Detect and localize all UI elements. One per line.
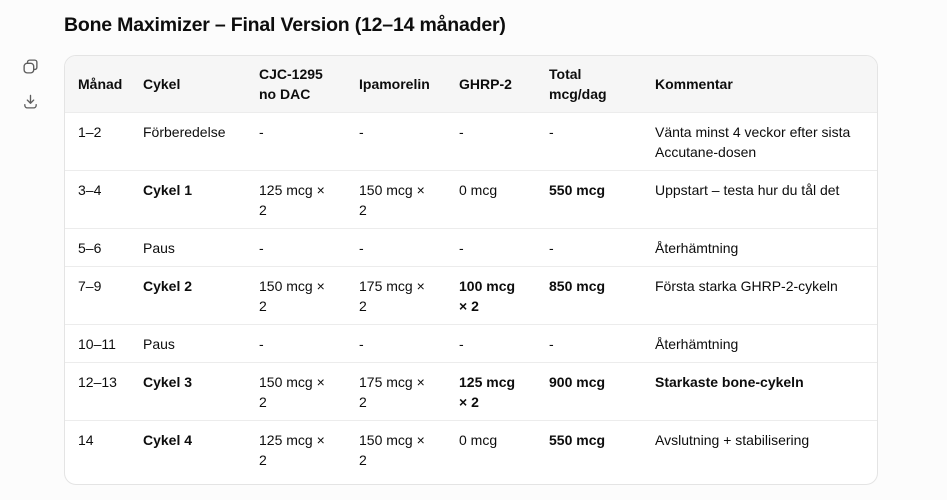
message-toolbar [21,57,39,110]
table-cell: 125 mcg × 2 [246,420,346,484]
column-header-ipamorelin: Ipamorelin [346,56,446,113]
main-content: Bone Maximizer – Final Version (12–14 må… [64,0,878,485]
table-cell: Återhämtning [642,324,877,363]
table-cell: 550 mcg [536,170,642,229]
column-header-cykel: Cykel [130,56,246,113]
table-cell: Förberedelse [130,112,246,171]
column-header-total: Total mcg/dag [536,56,642,113]
table-row: 3–4 Cykel 1 125 mcg × 2 150 mcg × 2 0 mc… [65,170,877,229]
table-cell: Vänta minst 4 veckor efter sista Accutan… [642,112,877,171]
copy-button[interactable] [21,57,39,75]
table-cell: - [446,228,536,267]
table-cell: Återhämtning [642,228,877,267]
download-icon [22,93,39,110]
page-title: Bone Maximizer – Final Version (12–14 må… [64,14,506,36]
header-row: Månad Cykel CJC-1295 no DAC Ipamorelin G… [65,56,877,113]
table-cell: 125 mcg × 2 [446,362,536,421]
table-cell: 3–4 [65,170,130,229]
table-cell: Första starka GHRP-2-cykeln [642,266,877,325]
table-cell: 10–11 [65,324,130,363]
table-cell: 5–6 [65,228,130,267]
column-header-ghrp-2: GHRP-2 [446,56,536,113]
table-row: 1–2 Förberedelse - - - - Vänta minst 4 v… [65,112,877,171]
table-cell: - [536,228,642,267]
table-cell: Cykel 2 [130,266,246,325]
table-cell: Avslutning + stabilisering [642,420,877,484]
table-cell: - [346,112,446,171]
table-cell: Paus [130,324,246,363]
table-cell: Paus [130,228,246,267]
table-row: 5–6 Paus - - - - Återhämtning [65,228,877,267]
table-cell: 7–9 [65,266,130,325]
table-cell: 150 mcg × 2 [346,420,446,484]
table-cell: 1–2 [65,112,130,171]
table-cell: 150 mcg × 2 [346,170,446,229]
table-row: 12–13 Cykel 3 150 mcg × 2 175 mcg × 2 12… [65,362,877,421]
table-cell: 175 mcg × 2 [346,362,446,421]
dosing-table: Månad Cykel CJC-1295 no DAC Ipamorelin G… [65,56,877,484]
table-cell: 850 mcg [536,266,642,325]
table-body: 1–2 Förberedelse - - - - Vänta minst 4 v… [65,112,877,484]
table-header: Månad Cykel CJC-1295 no DAC Ipamorelin G… [65,56,877,113]
table-cell: Starkaste bone-cykeln [642,362,877,421]
table-cell: Uppstart – testa hur du tål det [642,170,877,229]
table-cell: - [246,324,346,363]
table-cell: - [346,228,446,267]
table-cell: 100 mcg × 2 [446,266,536,325]
column-header-cjc-1295: CJC-1295 no DAC [246,56,346,113]
copy-icon [22,58,39,75]
table-container: Månad Cykel CJC-1295 no DAC Ipamorelin G… [64,55,878,485]
table-cell: - [446,324,536,363]
download-button[interactable] [21,92,39,110]
table-cell: 900 mcg [536,362,642,421]
table-row: 10–11 Paus - - - - Återhämtning [65,324,877,363]
table-row: 14 Cykel 4 125 mcg × 2 150 mcg × 2 0 mcg… [65,420,877,484]
table-cell: Cykel 1 [130,170,246,229]
table-cell: - [536,112,642,171]
table-cell: - [446,112,536,171]
table-cell: 14 [65,420,130,484]
table-cell: - [246,112,346,171]
table-cell: 0 mcg [446,420,536,484]
table-cell: 0 mcg [446,170,536,229]
table-cell: - [536,324,642,363]
table-cell: - [246,228,346,267]
table-cell: 12–13 [65,362,130,421]
column-header-kommentar: Kommentar [642,56,877,113]
table-cell: 150 mcg × 2 [246,266,346,325]
table-cell: 150 mcg × 2 [246,362,346,421]
table-cell: 550 mcg [536,420,642,484]
table-cell: - [346,324,446,363]
column-header-manad: Månad [65,56,130,113]
table-cell: 175 mcg × 2 [346,266,446,325]
table-row: 7–9 Cykel 2 150 mcg × 2 175 mcg × 2 100 … [65,266,877,325]
table-cell: 125 mcg × 2 [246,170,346,229]
table-cell: Cykel 4 [130,420,246,484]
table-cell: Cykel 3 [130,362,246,421]
